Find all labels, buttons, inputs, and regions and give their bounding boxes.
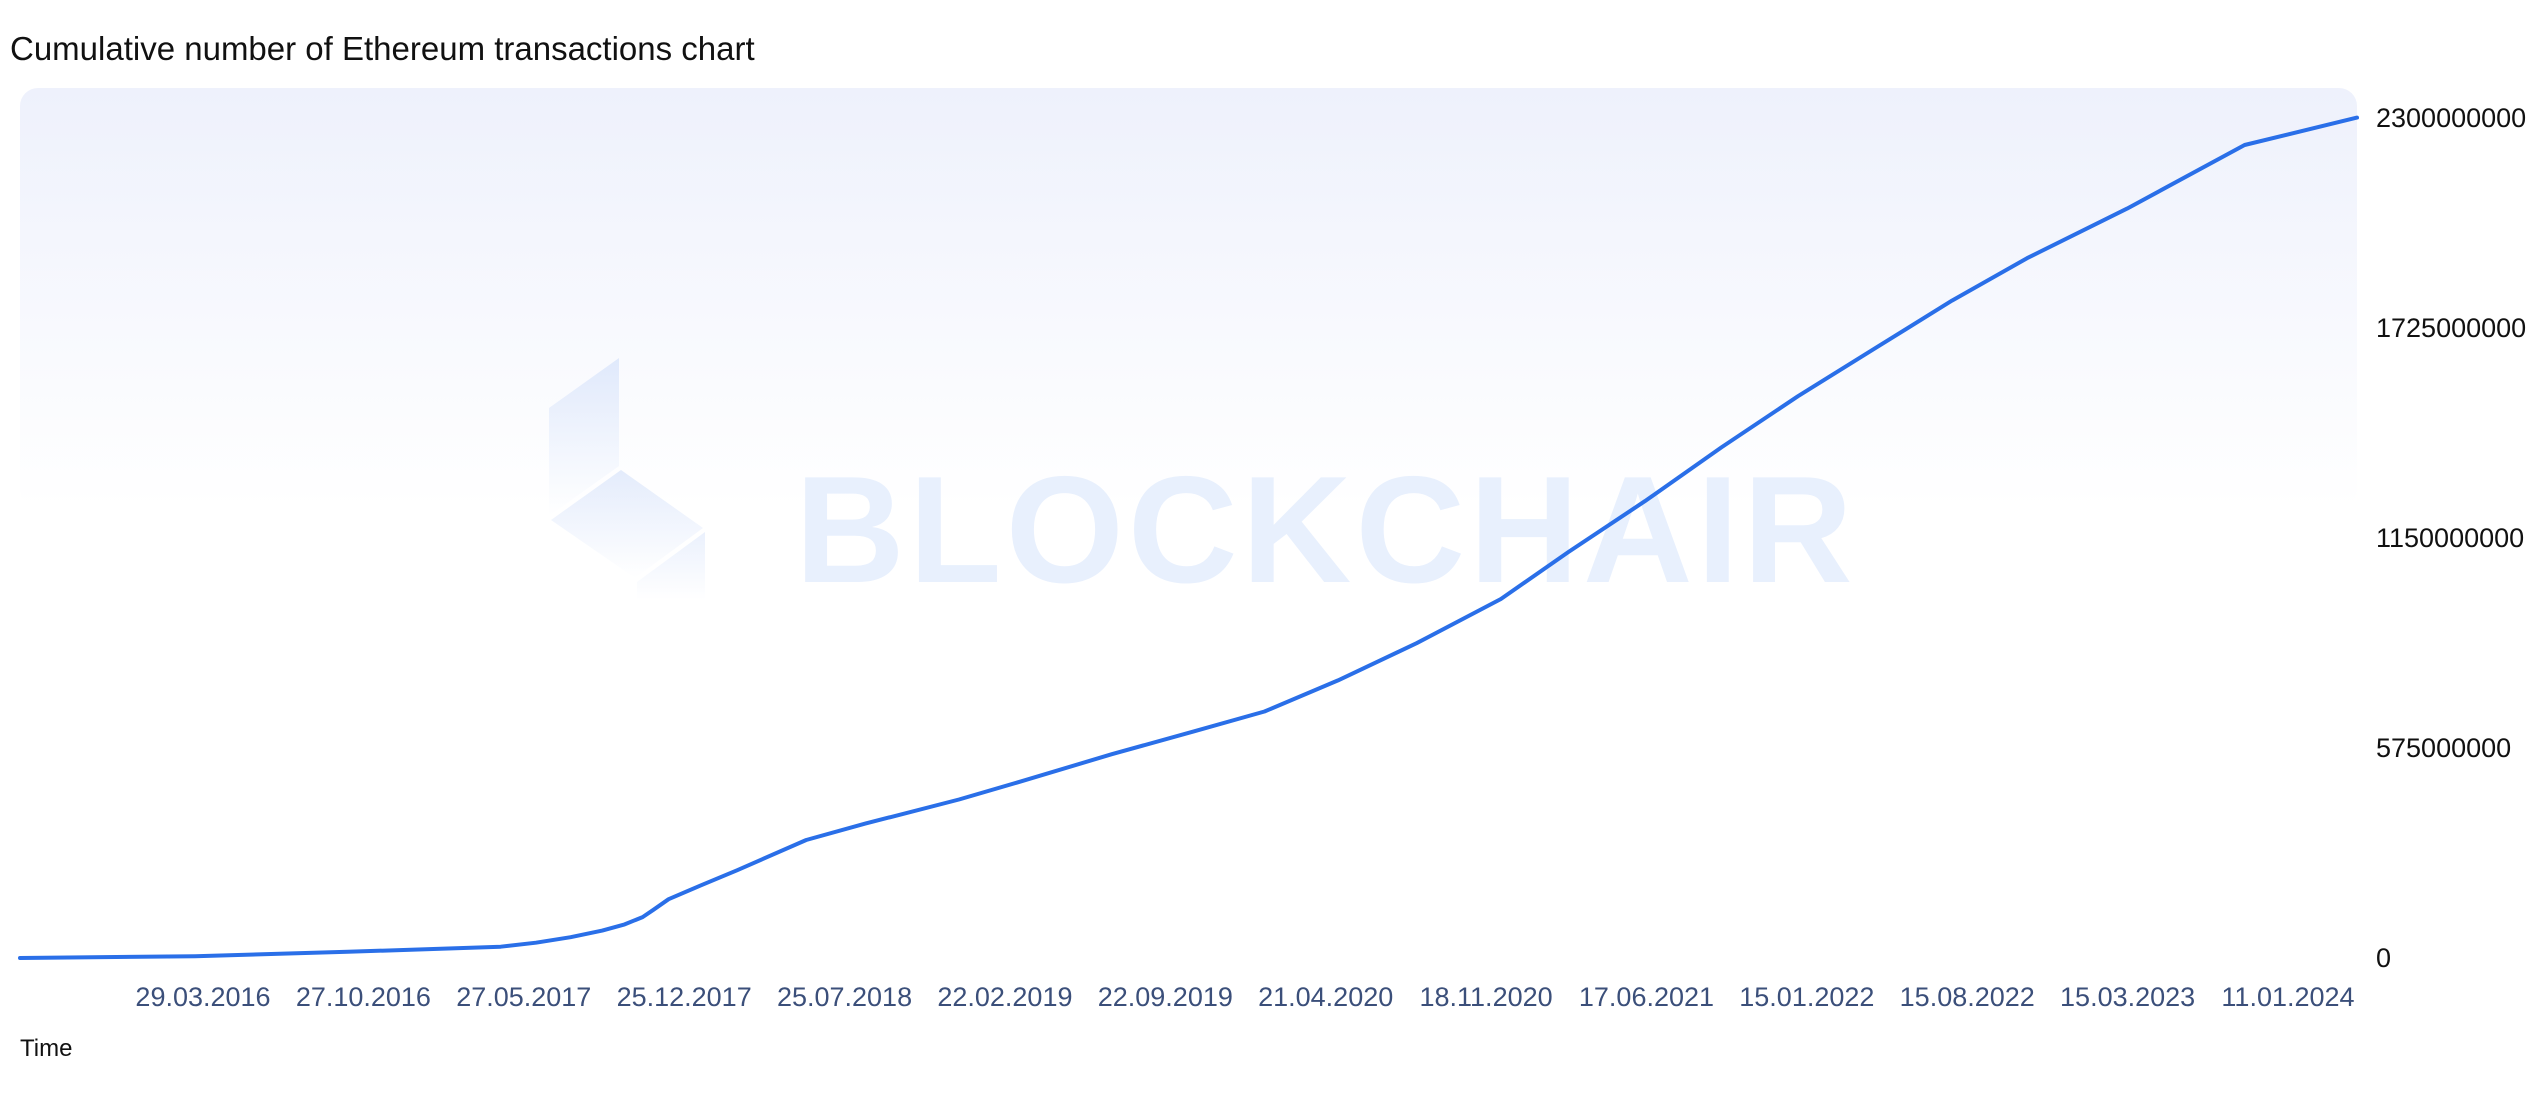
x-tick-label: 27.05.2017 [456, 982, 591, 1012]
y-tick-label: 2300000000 [2376, 103, 2526, 133]
x-axis-label: Time [20, 1035, 72, 1062]
x-tick-label: 22.02.2019 [937, 982, 1072, 1012]
x-tick-label: 15.03.2023 [2060, 982, 2195, 1012]
x-tick-label: 15.01.2022 [1739, 982, 1874, 1012]
x-tick-label: 25.07.2018 [777, 982, 912, 1012]
x-tick-label: 25.12.2017 [617, 982, 752, 1012]
x-tick-label: 17.06.2021 [1579, 982, 1714, 1012]
y-axis-ticks: 0 575000000 1150000000 1725000000 2300000000 [2376, 103, 2526, 973]
x-axis-ticks: 29.03.2016 27.10.2016 27.05.2017 25.12.2017… [135, 982, 2354, 1012]
y-tick-label: 1150000000 [2376, 523, 2524, 553]
x-tick-label: 11.01.2024 [2221, 982, 2354, 1012]
x-tick-label: 27.10.2016 [296, 982, 431, 1012]
x-tick-label: 29.03.2016 [135, 982, 270, 1012]
watermark-text: BLOCKCHAIR [795, 445, 1857, 615]
x-tick-label: 21.04.2020 [1258, 982, 1393, 1012]
y-tick-label: 575000000 [2376, 733, 2511, 763]
chart-title: Cumulative number of Ethereum transactio… [10, 30, 755, 67]
x-tick-label: 22.09.2019 [1098, 982, 1233, 1012]
y-tick-label: 1725000000 [2376, 313, 2526, 343]
x-tick-label: 15.08.2022 [1900, 982, 2035, 1012]
x-tick-label: 18.11.2020 [1420, 982, 1553, 1012]
y-tick-label: 0 [2376, 943, 2391, 973]
